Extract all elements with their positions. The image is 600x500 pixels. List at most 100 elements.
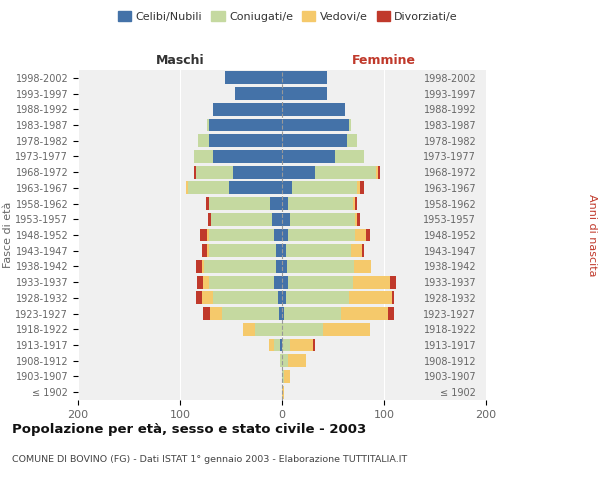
Bar: [282, 370, 284, 383]
Text: Maschi: Maschi: [155, 54, 205, 67]
Bar: [269, 338, 274, 351]
Bar: [284, 307, 341, 320]
Bar: [282, 338, 290, 351]
Bar: [278, 292, 282, 304]
Bar: [209, 134, 282, 147]
Bar: [388, 307, 394, 320]
Bar: [390, 276, 396, 288]
Bar: [272, 213, 282, 226]
Bar: [225, 72, 282, 85]
Bar: [206, 244, 209, 257]
Bar: [282, 292, 286, 304]
Bar: [202, 244, 206, 257]
Bar: [282, 213, 290, 226]
Bar: [209, 244, 276, 257]
Bar: [282, 150, 335, 163]
Bar: [378, 166, 380, 178]
Bar: [206, 228, 209, 241]
Bar: [197, 276, 203, 288]
Bar: [209, 276, 274, 288]
Bar: [211, 213, 272, 226]
Bar: [314, 166, 376, 178]
Bar: [358, 182, 359, 194]
Bar: [208, 213, 211, 226]
Bar: [233, 166, 282, 178]
Bar: [209, 228, 274, 241]
Bar: [203, 276, 209, 288]
Bar: [202, 292, 212, 304]
Bar: [206, 118, 209, 132]
Bar: [282, 72, 327, 85]
Bar: [202, 260, 205, 273]
Bar: [280, 338, 282, 351]
Bar: [212, 292, 278, 304]
Bar: [274, 338, 280, 351]
Bar: [256, 323, 282, 336]
Bar: [212, 150, 282, 163]
Bar: [287, 260, 355, 273]
Text: Femmine: Femmine: [352, 54, 416, 67]
Bar: [358, 213, 359, 226]
Bar: [355, 260, 371, 273]
Bar: [274, 228, 282, 241]
Bar: [243, 323, 256, 336]
Bar: [200, 228, 206, 241]
Bar: [341, 307, 388, 320]
Bar: [282, 276, 288, 288]
Bar: [209, 197, 270, 210]
Bar: [199, 134, 209, 147]
Bar: [286, 292, 349, 304]
Bar: [282, 197, 288, 210]
Text: COMUNE DI BOVINO (FG) - Dati ISTAT 1° gennaio 2003 - Elaborazione TUTTITALIA.IT: COMUNE DI BOVINO (FG) - Dati ISTAT 1° ge…: [12, 455, 407, 464]
Bar: [355, 197, 358, 210]
Bar: [288, 354, 307, 367]
Bar: [282, 323, 323, 336]
Bar: [188, 182, 229, 194]
Text: Anni di nascita: Anni di nascita: [587, 194, 597, 276]
Bar: [282, 166, 314, 178]
Bar: [323, 323, 370, 336]
Bar: [282, 260, 287, 273]
Bar: [212, 103, 282, 116]
Bar: [276, 260, 282, 273]
Bar: [279, 307, 282, 320]
Bar: [209, 307, 222, 320]
Bar: [274, 276, 282, 288]
Bar: [282, 134, 347, 147]
Bar: [347, 134, 358, 147]
Bar: [286, 244, 352, 257]
Bar: [282, 182, 292, 194]
Y-axis label: Fasce di età: Fasce di età: [2, 202, 13, 268]
Bar: [349, 118, 352, 132]
Bar: [349, 292, 392, 304]
Bar: [355, 228, 365, 241]
Bar: [270, 197, 282, 210]
Bar: [282, 87, 327, 100]
Bar: [288, 197, 353, 210]
Bar: [205, 197, 209, 210]
Bar: [282, 307, 284, 320]
Bar: [194, 166, 196, 178]
Bar: [229, 182, 282, 194]
Bar: [376, 166, 378, 178]
Bar: [292, 182, 358, 194]
Bar: [284, 370, 290, 383]
Bar: [290, 338, 313, 351]
Bar: [313, 338, 314, 351]
Bar: [282, 354, 288, 367]
Bar: [288, 276, 353, 288]
Bar: [290, 213, 355, 226]
Bar: [209, 118, 282, 132]
Text: Popolazione per età, sesso e stato civile - 2003: Popolazione per età, sesso e stato civil…: [12, 422, 366, 436]
Bar: [352, 244, 362, 257]
Bar: [203, 307, 209, 320]
Bar: [235, 87, 282, 100]
Legend: Celibi/Nubili, Coniugati/e, Vedovi/e, Divorziati/e: Celibi/Nubili, Coniugati/e, Vedovi/e, Di…: [115, 8, 461, 25]
Bar: [280, 354, 282, 367]
Bar: [282, 118, 349, 132]
Bar: [359, 182, 364, 194]
Bar: [335, 150, 364, 163]
Bar: [392, 292, 394, 304]
Bar: [222, 307, 279, 320]
Bar: [282, 244, 286, 257]
